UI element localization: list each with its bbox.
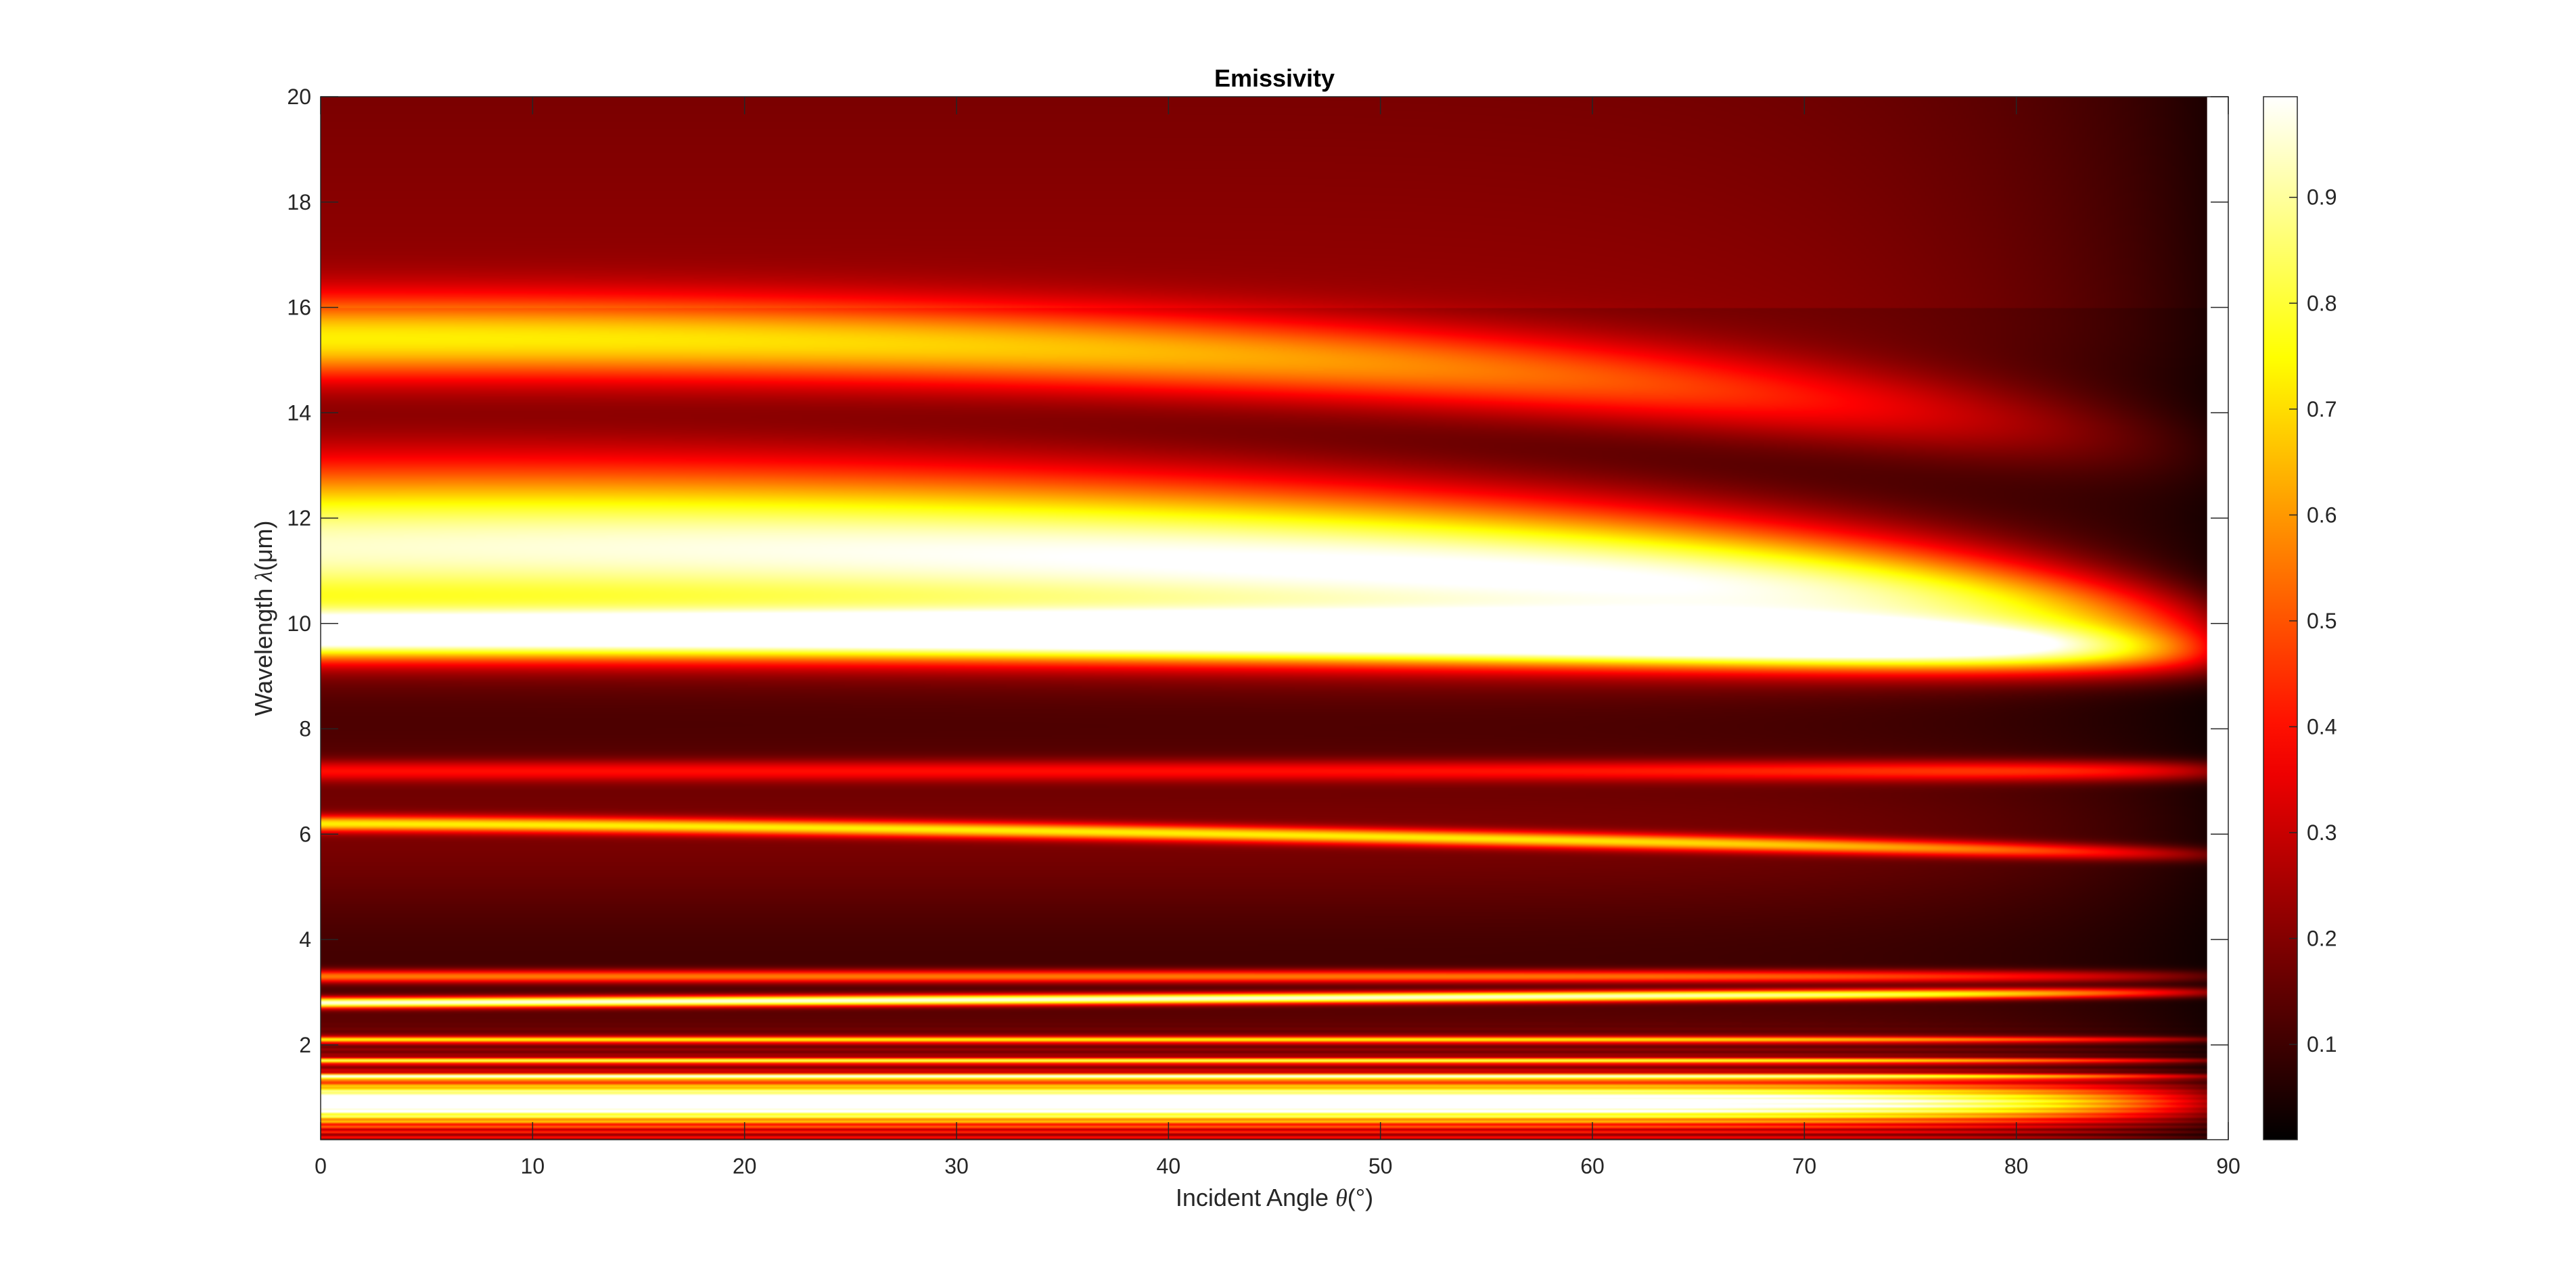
x-axis-label-symbol: θ — [1335, 1184, 1348, 1211]
colorbar-tick-label: 0.2 — [2307, 927, 2337, 951]
y-tick-label: 14 — [287, 400, 311, 425]
y-tick-label: 6 — [299, 822, 311, 846]
y-axis-label-prefix: Wavelength — [250, 582, 277, 716]
x-tick-label: 0 — [315, 1154, 327, 1178]
x-tick-label: 60 — [1580, 1154, 1605, 1178]
x-tick-label: 20 — [733, 1154, 757, 1178]
colorbar-tick-label: 0.6 — [2307, 503, 2337, 527]
colorbar-tick-label: 0.1 — [2307, 1032, 2337, 1057]
x-tick-label: 10 — [521, 1154, 545, 1178]
x-tick-label: 90 — [2216, 1154, 2240, 1178]
y-tick-label: 2 — [299, 1033, 311, 1057]
x-tick-label: 30 — [944, 1154, 969, 1178]
x-axis-label: Incident Angle θ(°) — [1176, 1184, 1373, 1211]
y-tick-label: 8 — [299, 717, 311, 741]
colorbar-box — [2263, 96, 2298, 1140]
x-axis-label-prefix: Incident Angle — [1176, 1184, 1335, 1211]
colorbar-tick-label: 0.5 — [2307, 609, 2337, 633]
y-axis-label: Wavelength λ(μm) — [250, 520, 277, 716]
y-axis-label-symbol: λ — [250, 571, 277, 582]
y-tick-label: 10 — [287, 611, 311, 636]
y-axis-ticks: 2 4 6 8 10 12 14 16 18 20 — [287, 85, 2228, 1057]
y-tick-label: 18 — [287, 190, 311, 214]
y-tick-label: 4 — [299, 927, 311, 952]
y-tick-label: 16 — [287, 296, 311, 320]
colorbar-tick-label: 0.3 — [2307, 820, 2337, 845]
heatmap-image — [321, 97, 2207, 1140]
x-axis-ticks: 0 10 20 30 40 50 60 70 80 90 — [315, 97, 2240, 1178]
x-tick-label: 80 — [2004, 1154, 2029, 1178]
colorbar-ticks: 0.1 0.2 0.3 0.4 0.5 0.6 0.7 0.8 0.9 — [2289, 185, 2337, 1057]
x-axis-label-suffix: (°) — [1348, 1184, 1373, 1211]
x-tick-label: 40 — [1157, 1154, 1181, 1178]
y-tick-label: 12 — [287, 506, 311, 530]
x-tick-label: 70 — [1793, 1154, 1817, 1178]
chart-title: Emissivity — [1214, 64, 1335, 92]
colorbar-tick-label: 0.4 — [2307, 714, 2337, 739]
axes-box — [320, 96, 2229, 1140]
colorbar-tick-label: 0.9 — [2307, 185, 2337, 210]
colorbar-tick-label: 0.7 — [2307, 397, 2337, 421]
y-tick-label: 20 — [287, 85, 311, 109]
colorbar-tick-label: 0.8 — [2307, 291, 2337, 315]
colorbar — [2263, 97, 2297, 1140]
y-axis-label-suffix: (μm) — [250, 520, 277, 571]
x-tick-label: 50 — [1368, 1154, 1393, 1178]
